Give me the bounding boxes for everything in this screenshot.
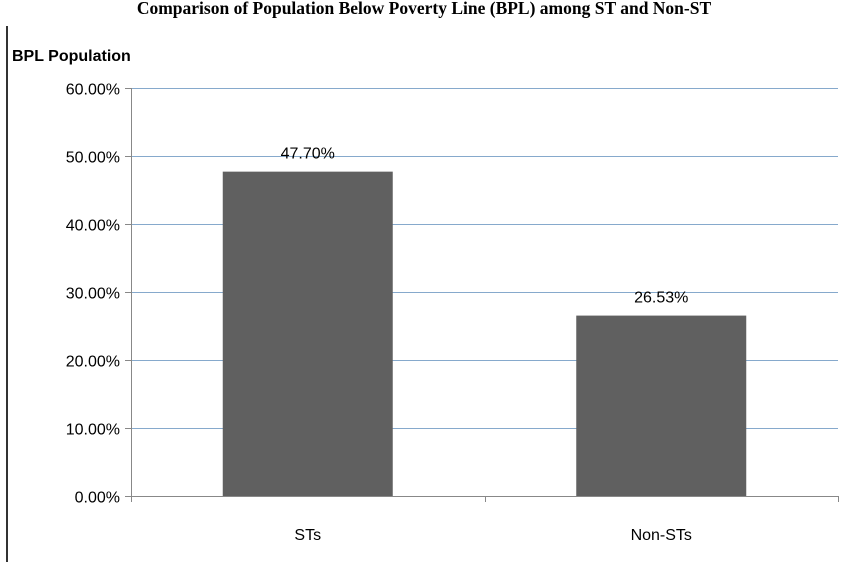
y-tick-labels: 0.00% 10.00% 20.00% 30.00% 40.00% 50.00% 60.00… [66, 82, 120, 507]
y-tick-label: 60.00% [66, 82, 120, 99]
y-tick-label: 10.00% [66, 422, 120, 439]
data-label: 47.70% [281, 146, 335, 163]
data-labels: 47.70% 26.53% [281, 146, 689, 307]
bar-non-sts [576, 315, 747, 496]
y-tick-label: 40.00% [66, 218, 120, 235]
chart-frame-left-border [6, 26, 8, 562]
bar-sts [222, 171, 393, 496]
x-tick-label: Non-STs [631, 527, 692, 544]
y-tick-label: 0.00% [75, 490, 120, 507]
axes [125, 88, 839, 502]
x-tick-label: STs [294, 527, 321, 544]
chart-title: Comparison of Population Below Poverty L… [136, 0, 712, 18]
y-tick-label: 50.00% [66, 150, 120, 167]
y-axis-title: BPL Population [12, 48, 131, 65]
y-tick-label: 20.00% [66, 354, 120, 371]
y-tick-label: 30.00% [66, 286, 120, 303]
data-label: 26.53% [634, 290, 688, 307]
x-tick-labels: STs Non-STs [294, 527, 692, 544]
bars [222, 171, 747, 496]
